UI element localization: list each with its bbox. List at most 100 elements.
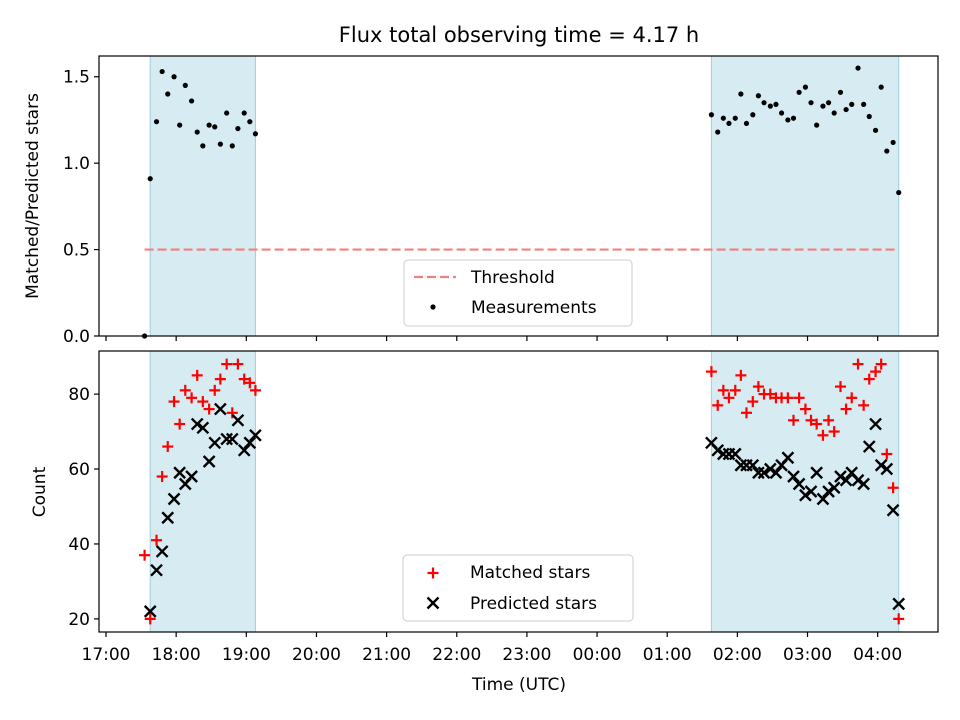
predicted-star-point xyxy=(214,402,227,416)
measurement-point xyxy=(808,100,814,106)
predicted-stars-legend-symbol xyxy=(426,596,440,610)
matched-star-point xyxy=(712,399,724,411)
time-x-tick-label: 20:00 xyxy=(292,645,341,665)
measurements-legend-label: Measurements xyxy=(471,298,597,318)
matched-star-point xyxy=(840,403,852,415)
chart-title: Flux total observing time = 4.17 h xyxy=(339,23,699,47)
measurements-series xyxy=(141,65,902,339)
count-y-axis: 20 40 60 80 xyxy=(68,385,99,630)
measurement-point xyxy=(790,115,797,121)
count-y-tick-label: 60 xyxy=(68,460,90,480)
predicted-star-point xyxy=(757,466,771,480)
predicted-star-point xyxy=(799,488,812,502)
measurement-point xyxy=(235,125,241,132)
predicted-stars-legend-label: Predicted stars xyxy=(470,594,597,614)
measurement-point xyxy=(200,143,206,149)
measurement-point xyxy=(872,127,879,133)
matched-star-point xyxy=(729,384,741,396)
count-panel: 20 40 60 80 17:00 18:00 19:00 20:00 21:00 22:00 2… xyxy=(30,350,939,695)
ratio-legend: Threshold Measurements xyxy=(403,259,633,327)
predicted-star-point xyxy=(792,477,806,491)
measurement-point xyxy=(796,89,802,95)
predicted-star-point xyxy=(202,455,216,468)
matched-star-point xyxy=(893,613,905,625)
time-x-tick-label: 18:00 xyxy=(152,645,201,665)
ratio-y-axis-label: Matched/Predicted stars xyxy=(23,93,43,299)
measurement-point xyxy=(206,122,212,128)
count-legend-box xyxy=(402,554,634,622)
matched-star-point xyxy=(828,426,840,438)
predicted-star-point xyxy=(196,421,210,435)
predicted-star-point xyxy=(874,458,888,472)
predicted-star-point xyxy=(208,436,222,450)
predicted-star-point xyxy=(822,485,835,498)
time-x-tick-label: 19:00 xyxy=(222,645,271,665)
predicted-star-point xyxy=(763,462,777,476)
predicted-star-point xyxy=(185,470,198,483)
matched-star-point xyxy=(226,407,238,419)
ratio-y-tick-label: 0.0 xyxy=(63,327,90,347)
matched-star-point xyxy=(717,384,729,396)
time-x-tick-label: 23:00 xyxy=(502,645,551,665)
measurement-point xyxy=(866,113,872,120)
matched-star-point xyxy=(887,482,899,494)
matched-star-point xyxy=(214,373,226,385)
measurement-point xyxy=(778,110,785,116)
ratio-legend-box xyxy=(403,259,633,327)
measurement-point xyxy=(241,110,247,116)
measurement-point xyxy=(224,110,230,116)
matched-star-point xyxy=(705,366,717,378)
ratio-x-ticks xyxy=(105,336,879,341)
measurement-point xyxy=(831,110,837,116)
predicted-star-point xyxy=(851,473,865,487)
predicted-star-point xyxy=(804,485,818,498)
count-observing-windows xyxy=(149,350,900,633)
matched-stars-legend-marker xyxy=(427,567,439,579)
measurement-point xyxy=(153,119,160,125)
matched-star-point xyxy=(232,358,244,370)
measurement-point xyxy=(743,120,750,127)
predicted-star-point xyxy=(173,466,187,480)
time-x-tick-label: 21:00 xyxy=(362,645,411,665)
measurement-point xyxy=(785,117,791,123)
measurement-point xyxy=(147,176,153,182)
matched-star-point xyxy=(817,429,829,441)
measurement-point xyxy=(159,68,165,75)
measurement-point xyxy=(837,89,844,95)
predicted-star-point xyxy=(781,451,795,465)
predicted-star-point xyxy=(752,466,765,480)
time-x-axis: 17:00 18:00 19:00 20:00 21:00 22:00 23:00 00:00… xyxy=(82,632,902,665)
matched-star-point xyxy=(209,384,221,396)
predicted-star-point xyxy=(249,428,262,442)
x-axis-label: Time (UTC) xyxy=(471,675,566,695)
matched-star-point xyxy=(870,366,882,378)
measurement-point xyxy=(896,189,902,196)
time-x-tick-label: 17:00 xyxy=(82,645,131,665)
ratio-observing-windows xyxy=(149,55,900,337)
matched-star-point xyxy=(823,414,835,426)
measurement-point xyxy=(732,115,738,121)
matched-stars-legend-symbol xyxy=(427,567,439,579)
observing-window-2 xyxy=(710,55,900,337)
measurement-point xyxy=(884,148,890,154)
predicted-star-point xyxy=(243,436,257,450)
matched-star-point xyxy=(793,392,805,404)
measurement-point xyxy=(890,139,896,146)
measurement-point xyxy=(767,103,773,109)
measurement-point xyxy=(750,112,756,118)
ratio-y-tick-label: 0.5 xyxy=(63,241,90,261)
matched-star-point xyxy=(875,358,887,370)
count-plot-frame xyxy=(98,350,939,633)
measurement-point xyxy=(720,115,726,121)
predicted-star-point xyxy=(769,466,783,480)
measurement-point xyxy=(188,98,195,104)
predicted-star-point xyxy=(862,440,876,453)
predicted-star-point xyxy=(810,466,823,480)
matched-star-point xyxy=(168,396,180,408)
measurement-point xyxy=(165,91,171,97)
matched-star-point xyxy=(221,358,233,370)
predicted-star-point xyxy=(711,443,725,457)
measurement-point xyxy=(177,122,183,128)
ratio-plot-frame xyxy=(98,55,939,337)
